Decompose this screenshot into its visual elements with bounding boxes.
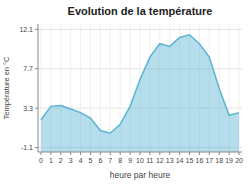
- x-tick-label: 20: [235, 157, 243, 164]
- x-tick: [159, 152, 160, 155]
- x-tick: [50, 152, 51, 155]
- x-tick-label: 18: [215, 157, 223, 164]
- y-tick-label: 7.7: [23, 65, 33, 72]
- x-tick-label: 2: [59, 157, 63, 164]
- y-tick: [35, 108, 38, 109]
- x-tick: [60, 152, 61, 155]
- x-tick: [189, 152, 190, 155]
- line: [41, 35, 239, 133]
- x-tick-label: 7: [108, 157, 112, 164]
- x-tick: [169, 152, 170, 155]
- x-tick: [110, 152, 111, 155]
- x-tick: [199, 152, 200, 155]
- x-tick: [130, 152, 131, 155]
- x-tick-label: 8: [118, 157, 122, 164]
- x-tick: [229, 152, 230, 155]
- x-tick-label: 1: [49, 157, 53, 164]
- plot-area: [41, 35, 239, 152]
- x-tick-label: 11: [146, 157, 153, 164]
- x-tick: [70, 152, 71, 155]
- x-tick-label: 5: [89, 157, 93, 164]
- x-tick-label: 6: [98, 157, 102, 164]
- y-axis-line: [38, 24, 39, 152]
- x-tick: [179, 152, 180, 155]
- y-tick-label: -1.1: [21, 144, 33, 151]
- y-tick: [35, 68, 38, 69]
- x-tick-label: 17: [205, 157, 213, 164]
- x-tick-label: 13: [166, 157, 174, 164]
- x-tick-label: 4: [79, 157, 83, 164]
- x-axis-label: heure par heure: [110, 170, 171, 180]
- y-tick: [35, 147, 38, 148]
- x-tick-label: 15: [186, 157, 194, 164]
- area: [41, 35, 239, 152]
- x-tick-label: 10: [136, 157, 144, 164]
- x-tick: [40, 152, 41, 155]
- x-tick: [90, 152, 91, 155]
- y-axis-label: Température en °C: [2, 56, 11, 120]
- x-tick: [80, 152, 81, 155]
- title: Evolution de la température: [68, 5, 213, 17]
- y-tick-label: 3.3: [23, 105, 33, 112]
- y-tick-label: 12.1: [19, 26, 33, 33]
- x-tick-label: 19: [225, 157, 233, 164]
- x-tick-label: 9: [128, 157, 132, 164]
- x-tick: [209, 152, 210, 155]
- x-tick: [120, 152, 121, 155]
- x-tick: [219, 152, 220, 155]
- grid: [38, 24, 242, 152]
- x-tick: [239, 152, 240, 155]
- x-tick-label: 3: [69, 157, 73, 164]
- x-tick: [140, 152, 141, 155]
- x-tick-label: 14: [176, 157, 184, 164]
- x-tick-label: 16: [196, 157, 204, 164]
- chart: 01234567891011121314151617181920-1.13.37…: [0, 0, 250, 188]
- x-tick: [149, 152, 150, 155]
- x-tick-label: 12: [156, 157, 164, 164]
- x-tick: [100, 152, 101, 155]
- chart-container: 01234567891011121314151617181920-1.13.37…: [0, 0, 250, 188]
- y-tick: [35, 29, 38, 30]
- x-tick-label: 0: [39, 157, 43, 164]
